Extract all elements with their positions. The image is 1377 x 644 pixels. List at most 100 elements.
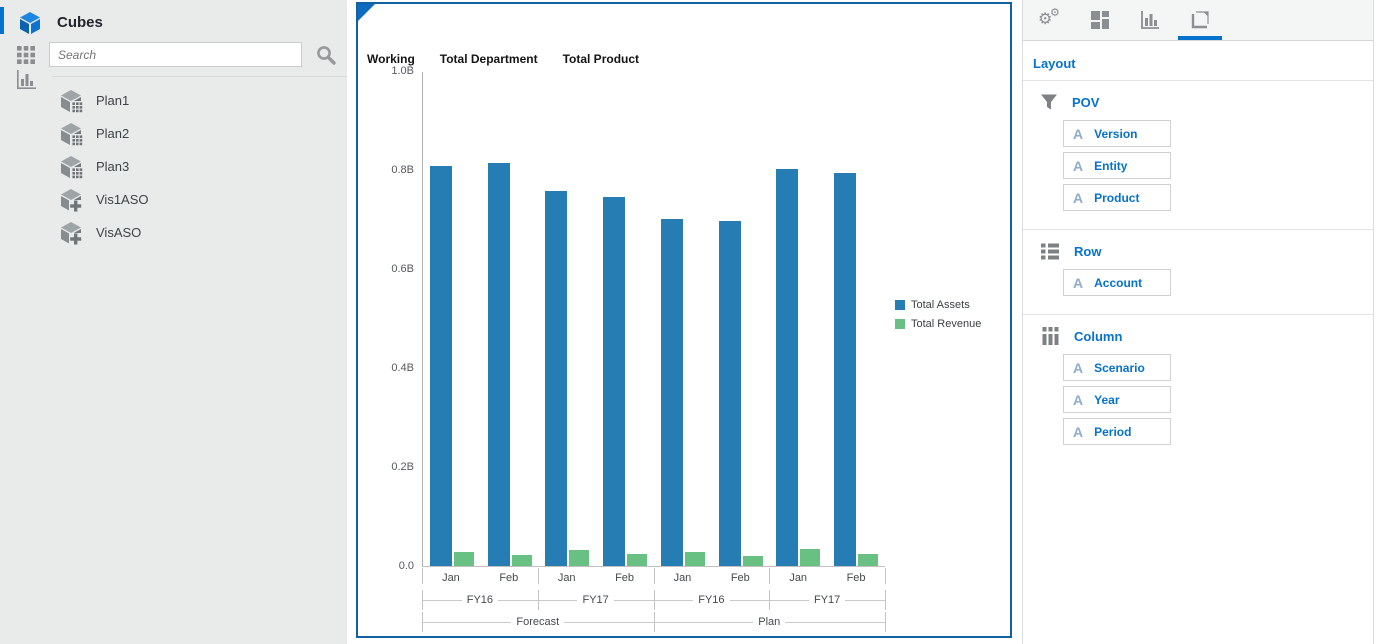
attribute-type-icon: A [1073,157,1084,174]
dimension-chip-account[interactable]: A Account [1063,269,1171,296]
x-axis-label-text: Plan [758,616,781,628]
y-axis-tick-label: 0.6B [391,263,414,275]
dimension-chip-label: Scenario [1094,360,1145,375]
tab-chart[interactable] [1125,0,1175,40]
x-axis-tick [422,590,423,610]
pov-header-row: Working Total Department Total Product [367,52,639,66]
dimension-chip-scenario[interactable]: A Scenario [1063,354,1171,381]
x-axis-tick [653,590,655,610]
x-axis-tick [537,568,539,584]
dimension-chip-version[interactable]: A Version [1063,120,1171,147]
layout-sections: POV A Version A Entity A Product Row A A… [1023,81,1373,463]
pov-header[interactable]: Total Product [562,52,640,66]
chart-panel[interactable]: Working Total Department Total Product 1.0… [356,2,1012,638]
x-axis-tick [885,612,886,632]
cube-list-item[interactable]: Plan1 [52,84,347,117]
visualization-rail-icon[interactable] [15,69,37,91]
search-input[interactable] [49,42,302,67]
cube-list-item[interactable]: Vis1ASO [52,183,347,216]
x-axis-label: Forecast [422,611,654,633]
bar-total-assets [545,190,568,566]
bar-total-revenue [684,552,705,566]
x-axis-label: FY16 [422,589,538,611]
attribute-type-icon: A [1073,125,1084,142]
x-axis-label-text: Feb [730,572,750,584]
layout-section-row: Row A Account [1023,230,1373,315]
cube-item-label: Plan3 [96,159,130,174]
cube-list-item[interactable]: Plan3 [52,150,347,183]
pov-header[interactable]: Working [367,52,415,66]
bar-group [481,72,539,566]
cube-plus-icon [59,221,83,245]
sidebar-title: Cubes [57,14,103,31]
cube-grid-icon [59,155,83,179]
section-label: Row [1074,243,1102,259]
dimension-chip-entity[interactable]: A Entity [1063,152,1171,179]
x-axis-label: Feb [711,567,769,589]
x-axis-label: Plan [653,611,885,633]
attribute-type-icon: A [1073,359,1084,376]
tab-visualizations[interactable] [1075,0,1125,40]
dimension-chip-label: Entity [1094,158,1128,173]
x-axis-tick [422,612,423,632]
section-header: POV [1023,91,1373,113]
x-axis-label-text: FY17 [813,594,841,606]
cube-list-item[interactable]: Plan2 [52,117,347,150]
bar-total-assets [429,165,452,566]
bar-total-assets [718,220,741,566]
blocks-icon [1088,8,1112,32]
x-axis-label-text: Forecast [516,616,560,628]
search-icon[interactable] [315,44,337,66]
tab-layout[interactable] [1175,0,1225,40]
grid-icon[interactable] [16,45,36,65]
rows-icon [1039,240,1061,262]
dimension-chip-period[interactable]: A Period [1063,418,1171,445]
y-axis-tick-label: 1.0B [391,65,414,77]
x-axis-level-year: FY16 FY17 FY16 FY17 [422,589,886,611]
bar-total-revenue [627,554,648,566]
y-axis-tick-label: 0.8B [391,164,414,176]
x-axis-tick [653,568,655,584]
bar-total-revenue [800,548,821,566]
x-axis-label-text: Jan [557,572,576,584]
attribute-type-icon: A [1073,391,1084,408]
layout-panel: ⚙ ⚙ Layout POV A Version A Entity A Produ… [1022,0,1374,644]
layout-icon [1188,8,1212,32]
x-axis-label-text: FY17 [582,594,609,606]
attribute-type-icon: A [1073,274,1084,291]
x-axis-label: Jan [769,567,827,589]
tab-settings[interactable]: ⚙ ⚙ [1025,0,1075,40]
bar-total-revenue [858,553,879,566]
dimension-chip-product[interactable]: A Product [1063,184,1171,211]
section-label: POV [1072,94,1100,110]
x-axis-label-text: FY16 [698,594,725,606]
y-axis-tick-label: 0.0 [398,560,414,572]
columns-icon [1039,325,1061,347]
legend-label: Total Revenue [911,318,982,330]
x-axis-label-text: Jan [789,572,808,584]
sidebar-header: Cubes [0,0,347,40]
bar-chart-plot [422,72,885,567]
legend-swatch [895,319,905,329]
sidebar-search-row [0,40,347,67]
section-header: Column [1023,325,1373,347]
filter-icon [1039,92,1059,112]
x-axis-label: FY17 [537,589,654,611]
dimension-chip-label: Product [1094,190,1140,205]
cubes-sidebar: Cubes [0,0,347,644]
x-axis-label-text: Jan [442,572,460,584]
x-axis-label: Feb [596,567,654,589]
cube-plus-icon [59,188,83,212]
x-axis-label: FY17 [769,589,885,611]
x-axis-tick [885,568,886,584]
cube-icon [18,11,42,35]
x-axis-tick [422,568,423,584]
pov-header[interactable]: Total Department [439,52,538,66]
dimension-chip-label: Year [1094,392,1120,407]
x-axis-label: Jan [654,567,712,589]
bar-group [827,72,885,566]
bar-chart-icon [1138,8,1162,32]
cube-list-item[interactable]: VisASO [52,216,347,249]
x-axis-label: FY16 [653,589,770,611]
dimension-chip-year[interactable]: A Year [1063,386,1171,413]
